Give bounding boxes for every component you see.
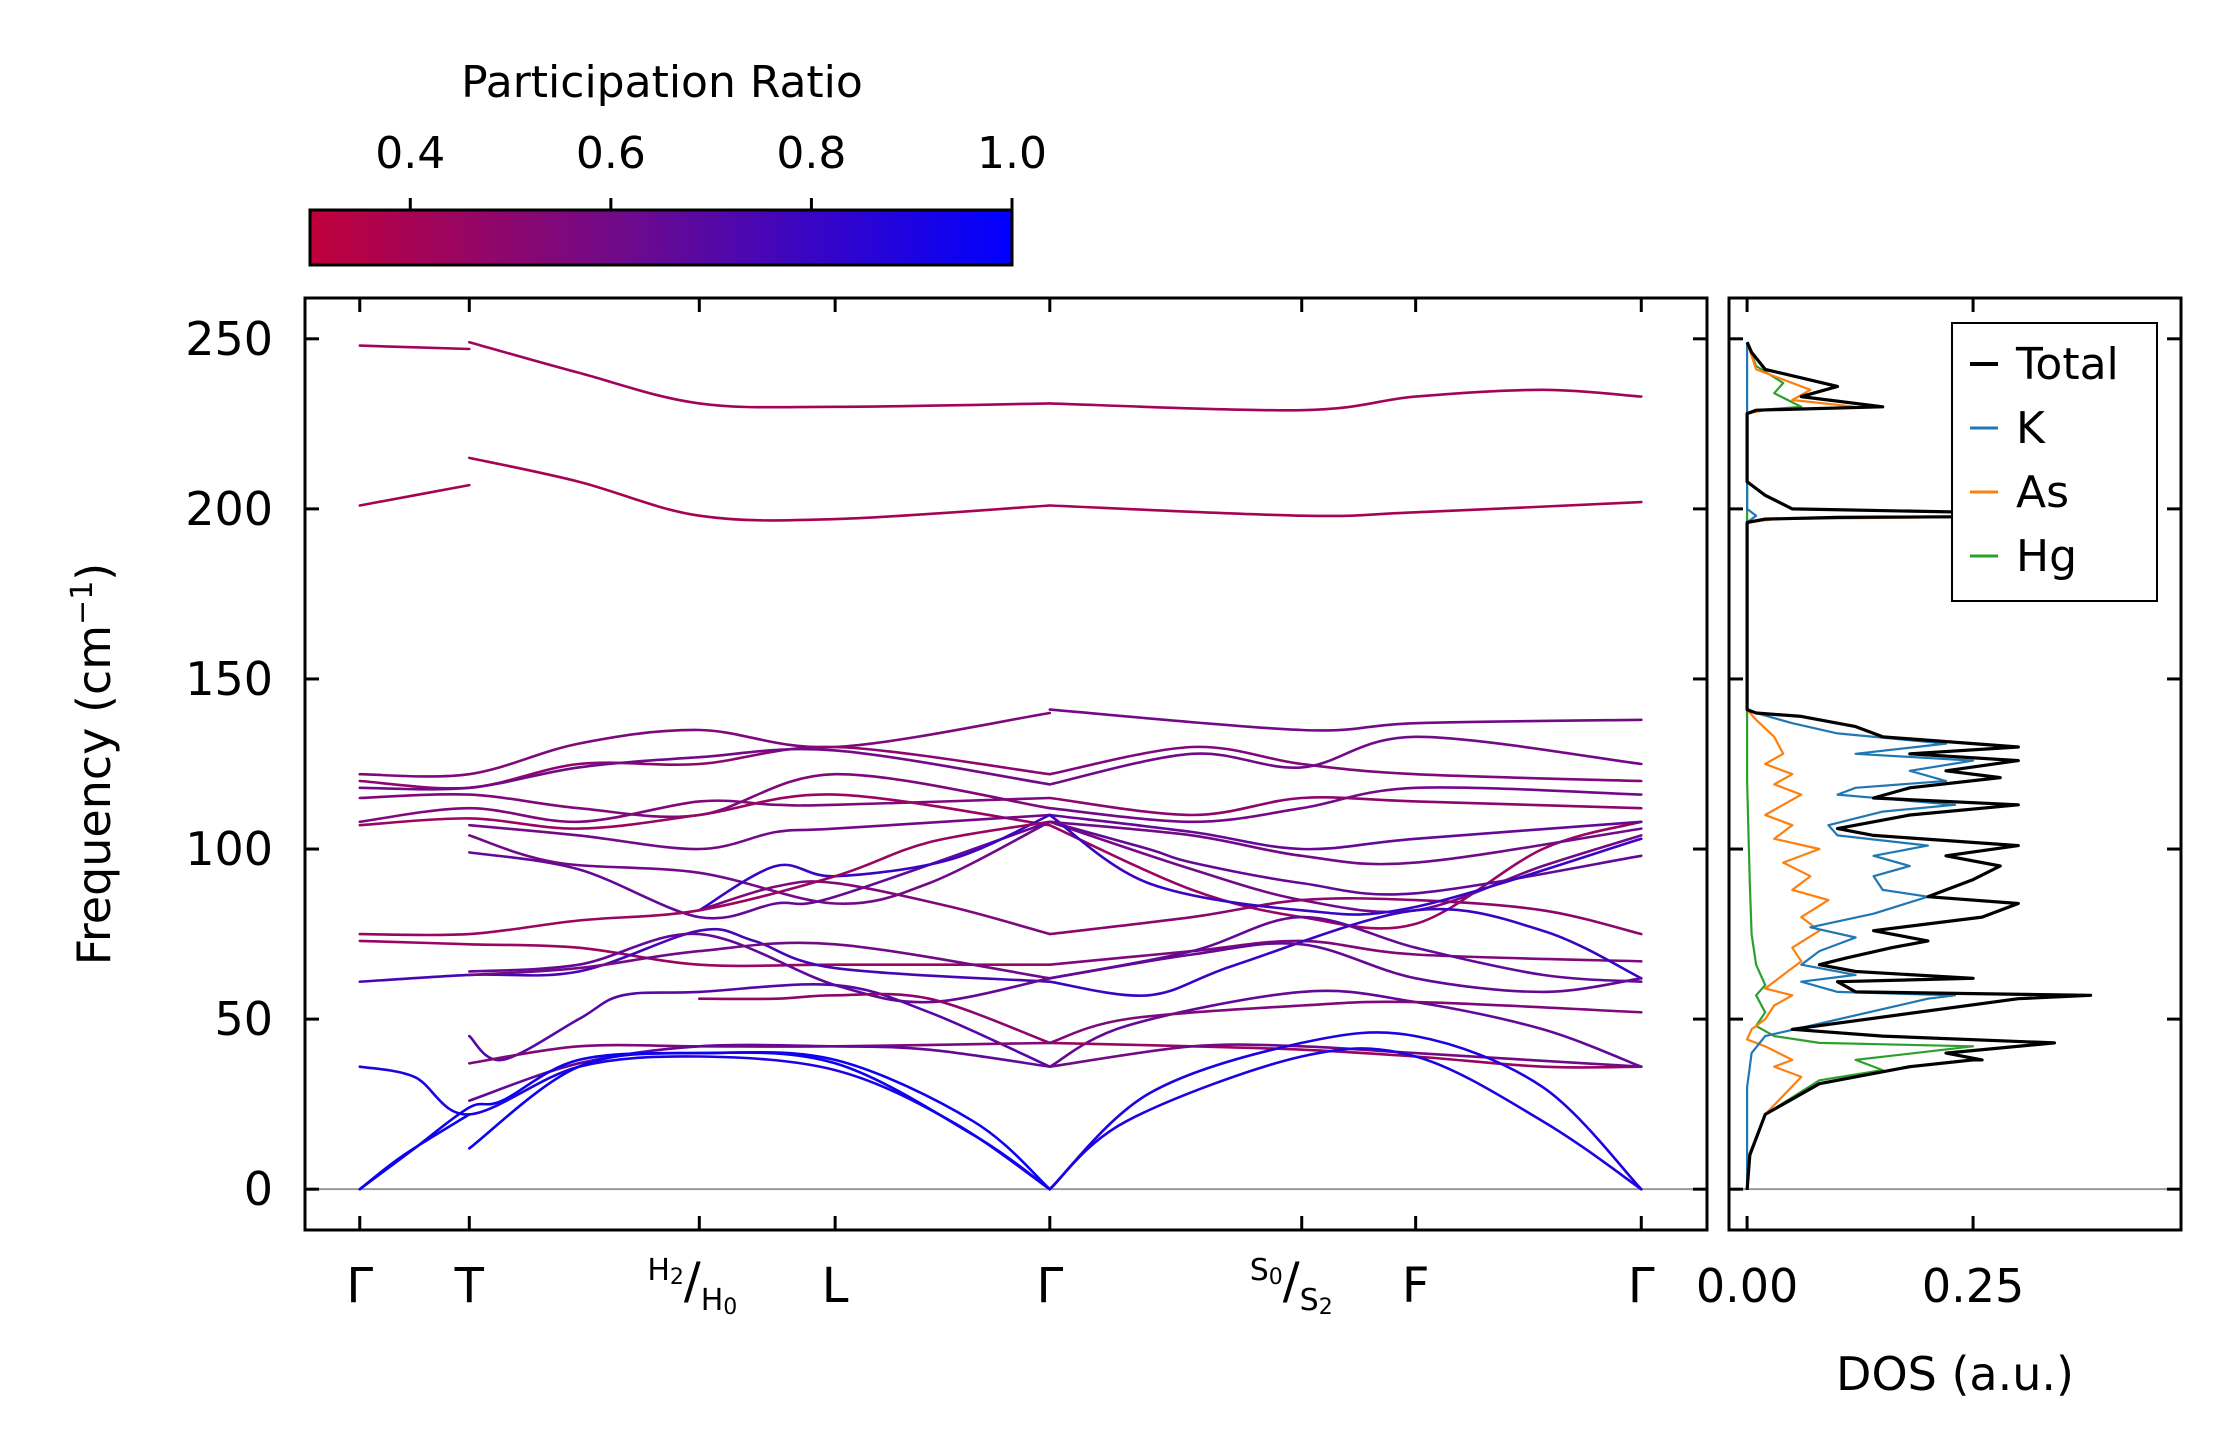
phonon-branch [358,796,1052,824]
kpoint-label-split: H2/H0 [647,1252,737,1320]
phonon-branch [358,820,1052,937]
phonon-branch [1048,820,1643,930]
dos-x-tick-label: 0.00 [1696,1259,1798,1313]
y-tick-label: 100 [185,822,273,876]
dos-legend: Total K As Hg [1951,322,2158,602]
legend-label-as: As [2016,467,2069,518]
phonon-branch [1048,820,1643,896]
main-axis-ticks: 0 50 100 150 200 250 [185,298,1707,1230]
phonon-branch [1048,820,1643,914]
colorbar: Participation Ratio 0.4 0.6 0.8 1.0 [308,57,1047,267]
kpoint-label: Γ [346,1258,373,1314]
phonon-branch [358,939,1052,968]
phonon-branch [1048,388,1643,412]
kpoint-label: Γ [1036,1258,1063,1314]
kpoint-labels: Γ T H2/H0 L Γ S0/S2 F Γ [346,1252,1655,1320]
phonon-branch [698,992,1052,1045]
y-tick-label: 0 [244,1162,273,1216]
y-axis-label-close: ) [67,563,121,581]
kpoint-label: L [822,1258,849,1314]
kpoint-label-split: S0/S2 [1250,1252,1333,1320]
phonon-branch [1048,820,1643,866]
legend-label-k: K [2016,403,2046,454]
colorbar-tick-label: 1.0 [977,128,1047,179]
legend-items: Total K As Hg [1970,339,2119,582]
phonon-branch [1048,897,1643,936]
y-tick-label: 200 [185,482,273,536]
legend-label-hg: Hg [2016,531,2077,582]
phonon-branch [468,1043,1052,1102]
colorbar-tick-label: 0.4 [375,128,445,179]
kpoint-label: Γ [1628,1258,1655,1314]
phonon-branch [468,456,1052,522]
kpoint-label: F [1402,1258,1430,1314]
phonon-branch [1048,708,1643,732]
phonon-branch [468,932,1052,1004]
phonon-branch [358,1050,1052,1191]
dispersion-panel: Frequency (cm−1) 0 50 100 150 200 250 Γ T H2/H0… [65,296,1709,1320]
dos-axes-frame [1727,296,2183,1232]
dos-x-tick-label: 0.25 [1922,1259,2024,1313]
y-tick-label: 50 [214,992,273,1046]
phonon-branch [468,983,1052,1068]
colorbar-ticks: 0.4 0.6 0.8 1.0 [375,128,1047,265]
main-axes-frame [303,296,1709,1232]
phonon-branch [358,344,471,351]
phonon-branch [1048,813,1643,851]
dos-axis-ticks: 0.00 0.25 [1696,298,2181,1313]
colorbar-title: Participation Ratio [461,57,863,108]
phonon-branch [1048,989,1643,1068]
phonon-branches [358,340,1643,1191]
phonon-branch [358,1055,1052,1191]
dos-curve-total [1745,341,2156,1191]
dos-curves [1745,341,2156,1191]
y-tick-label: 250 [185,312,273,366]
y-axis-label-sup: −1 [65,581,100,625]
dos-x-axis-label: DOS (a.u.) [1836,1347,2074,1401]
phonon-branch [1048,1031,1643,1191]
phonon-branch [1048,1000,1643,1045]
phonon-branch [358,711,1052,778]
phonon-branch [358,483,471,507]
phonon-branch [1048,500,1643,518]
phonon-branch [1048,735,1643,786]
y-tick-label: 150 [185,652,273,706]
phonon-branch [358,745,1052,790]
phonon-branch [1048,939,1643,966]
legend-label-total: Total [2015,339,2119,390]
phonon-branch [358,793,1052,830]
phonon-branch [468,820,1052,920]
phonon-branch [1048,745,1643,783]
phonon-branch [468,941,1052,980]
phonon-branch [1048,1047,1643,1191]
phonon-branch [358,772,1052,819]
phonon-branch [698,880,1052,936]
phonon-branch [1048,786,1643,824]
colorbar-tick-label: 0.6 [576,128,646,179]
dos-curve-k [1746,342,1975,1190]
colorbar-tick-label: 0.8 [776,128,846,179]
dos-panel: 0.00 0.25 DOS (a.u.) Total K As Hg [1696,296,2183,1401]
colorbar-gradient [308,208,1014,267]
kpoint-label: T [454,1258,485,1314]
phonon-branch [468,820,1052,906]
phonon-branch [1048,907,1643,997]
phonon-branch [358,747,1052,791]
phonon-branch [1048,1043,1643,1068]
y-axis-label: Frequency (cm−1) [65,563,121,966]
phonon-branch [1048,1041,1643,1069]
phonon-branch [468,340,1052,409]
phonon-branch [1048,796,1643,817]
phonon-branch [358,927,1052,983]
phonon-branch [1048,813,1643,916]
phonon-branch [468,1051,1052,1191]
phonon-branch [1048,941,1643,994]
phonon-branch [468,813,1052,851]
